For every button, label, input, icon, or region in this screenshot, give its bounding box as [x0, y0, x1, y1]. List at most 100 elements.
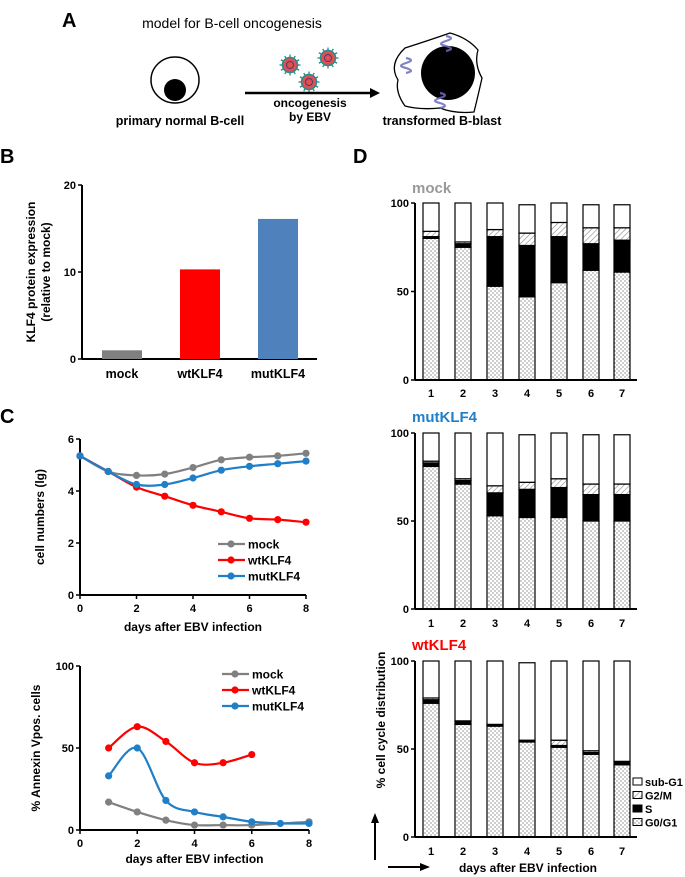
bar-segment-sub-G1 [613, 204, 631, 229]
subplot-title: mutKLF4 [412, 409, 478, 426]
data-point-mutKLF4 [105, 772, 113, 780]
bar-segment-G0/G1 [613, 271, 631, 381]
y-tick-label: 6 [68, 434, 74, 446]
bar-segment-S [582, 494, 600, 522]
y-tick-label: 0 [68, 590, 74, 602]
legend-label-mock: mock [252, 668, 284, 682]
legend-swatch-sub-G1 [632, 777, 643, 786]
bar-segment-G0/G1 [582, 269, 600, 381]
data-point-mock [302, 449, 310, 457]
bar-segment-sub-G1 [550, 202, 568, 224]
y-tick-label: 0 [403, 832, 409, 844]
data-point-mock [162, 816, 170, 824]
x-tick-label: 1 [428, 846, 434, 858]
bar-segment-G2/M [582, 483, 600, 496]
data-point-mutKLF4 [219, 813, 227, 821]
x-tick-label: 2 [133, 603, 139, 615]
x-tick-label: 1 [428, 618, 434, 630]
bar-segment-G0/G1 [613, 520, 631, 610]
bar-segment-sub-G1 [454, 660, 472, 722]
virus-capsid [300, 73, 318, 91]
data-point-mutKLF4 [302, 457, 310, 465]
horizontal-arrow-head [420, 863, 430, 871]
bar-segment-G2/M [550, 221, 568, 238]
bar-segment-G2/M [613, 227, 631, 241]
bar-segment-G0/G1 [486, 285, 504, 381]
y-tick-label: 50 [397, 516, 409, 528]
x-tick-label: 5 [556, 618, 562, 630]
subplot-title: mock [412, 180, 452, 197]
x-tick-label: 7 [619, 388, 625, 400]
subplot-mock: mock 0 50 100 1 2 3 4 5 6 7 [391, 180, 637, 400]
x-tick-label: 4 [191, 838, 198, 850]
bar-segment-G0/G1 [454, 246, 472, 381]
bar-segment-sub-G1 [518, 434, 536, 483]
bar-segment-G0/G1 [550, 516, 568, 610]
bar-segment-sub-G1 [518, 204, 536, 234]
bar-segment-S [550, 486, 568, 519]
bar-segment-G2/M [518, 481, 536, 490]
virus-dna [305, 78, 313, 86]
data-point-mutKLF4 [217, 466, 225, 474]
chart-c-annexin: 0 50 100 0 2 4 6 8 days after EBV infection % Ann… [29, 661, 313, 866]
bar-segment-G2/M [550, 478, 568, 489]
bar-segment-sub-G1 [454, 432, 472, 480]
data-point-wtKLF4 [105, 744, 113, 752]
bar-segment-sub-G1 [613, 434, 631, 485]
bar-mock [102, 350, 142, 359]
data-point-mutKLF4 [305, 819, 313, 828]
legend-swatch-S [632, 804, 643, 813]
x-tick-label: 2 [134, 838, 140, 850]
stacked-bar [486, 432, 504, 610]
x-axis-label: days after EBV infection [124, 620, 262, 634]
data-point-wtKLF4 [133, 723, 141, 731]
data-point-mock [132, 471, 141, 479]
legend-swatch-G2/M [632, 791, 643, 799]
data-point-mock [217, 456, 225, 464]
y-tick-label: 20 [64, 180, 76, 192]
ebv-virus-icons [279, 47, 339, 93]
bar-segment-G0/G1 [454, 723, 472, 838]
chart-c-cell-numbers: 0 2 4 6 0 2 4 6 8 days after EBV infection cell nu… [33, 434, 310, 634]
bar-segment-sub-G1 [550, 432, 568, 480]
legend-marker-wtKLF4 [231, 686, 239, 694]
bar-segment-S [613, 239, 631, 273]
legend-label-mutKLF4: mutKLF4 [248, 570, 300, 584]
bar-segment-G0/G1 [518, 741, 536, 838]
x-tick-label: 4 [524, 618, 531, 630]
bar-segment-S [613, 494, 631, 522]
y-tick-label: 4 [68, 486, 75, 498]
data-point-mutKLF4 [161, 480, 169, 489]
y-tick-label: 50 [62, 743, 74, 755]
y-tick-label: 10 [64, 267, 76, 279]
x-axis-label: days after EBV infection [125, 852, 263, 866]
x-tick-label: 7 [619, 846, 625, 858]
series-wtKLF4 [105, 723, 256, 767]
ebv-virus-icon [279, 54, 301, 76]
data-point-wtKLF4 [190, 759, 199, 767]
stacked-bar [454, 202, 472, 381]
legend-label-S: S [645, 804, 652, 816]
arrow-label-oncogenesis: oncogenesis [273, 96, 347, 110]
ebv-episome-icon [399, 56, 413, 75]
y-tick-label: 50 [397, 744, 409, 756]
stacked-bar [582, 660, 600, 838]
data-point-wtKLF4 [248, 750, 256, 759]
normal-b-cell-icon [150, 56, 200, 104]
y-axis-label: KLF4 protein expression [24, 202, 38, 343]
series-mutKLF4 [76, 452, 310, 489]
virus-capsid [281, 56, 299, 74]
stacked-bar [613, 434, 631, 610]
data-point-mutKLF4 [274, 460, 282, 468]
data-point-mutKLF4 [248, 818, 256, 826]
stacked-bar [550, 202, 568, 381]
data-point-mutKLF4 [76, 452, 84, 460]
data-point-mock [189, 464, 197, 472]
bar-segment-G0/G1 [486, 725, 504, 838]
legend-label-sub-G1: sub-G1 [645, 777, 683, 789]
stacked-bar [454, 432, 472, 610]
bar-segment-G2/M [422, 230, 440, 238]
legend-label-G2/M: G2/M [645, 791, 672, 803]
x-tick-label: 6 [588, 388, 594, 400]
